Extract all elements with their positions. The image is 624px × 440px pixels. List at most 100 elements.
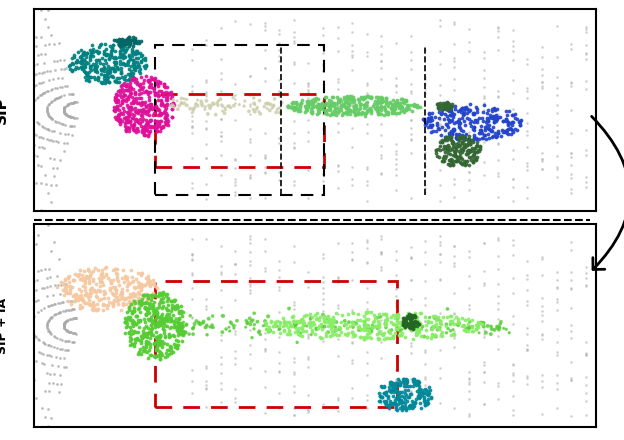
Point [52,345,62,352]
Point [125,291,135,298]
Point [153,336,163,343]
Point [305,310,315,317]
Point [442,143,452,150]
Point [459,326,469,334]
Point [173,316,183,323]
Point [117,53,127,60]
Point [160,107,170,114]
Point [85,301,95,308]
Point [42,104,52,111]
Point [289,60,299,67]
Point [552,152,562,159]
Point [279,322,289,329]
Point [449,263,459,270]
Point [333,326,343,333]
Point [108,65,118,72]
Point [127,316,137,323]
Point [552,372,562,379]
Point [552,22,562,29]
Point [230,385,240,392]
Point [403,314,413,321]
Point [453,134,463,141]
Point [467,136,477,143]
Point [218,108,228,115]
Point [171,341,181,348]
Point [150,307,160,314]
Point [438,146,448,153]
Point [434,105,444,112]
Point [260,367,270,374]
Point [127,341,137,348]
Point [381,324,391,331]
Point [42,323,52,330]
Point [23,86,33,93]
Point [59,105,69,112]
Point [134,49,144,56]
Point [433,100,443,107]
Point [334,331,344,338]
Point [144,129,154,136]
Point [508,369,518,376]
Point [397,406,407,413]
Point [404,322,414,329]
Point [156,98,166,105]
Point [138,328,148,335]
Point [0,268,4,275]
Point [383,392,392,399]
Point [36,51,46,58]
Point [0,80,1,87]
Point [38,350,48,357]
Point [289,143,299,150]
Point [99,50,109,57]
Point [163,301,173,308]
Point [316,321,326,328]
Point [456,135,466,142]
Point [134,270,144,277]
Point [376,248,386,255]
Point [22,260,32,267]
Point [161,93,171,100]
Point [447,131,457,138]
Point [154,121,164,128]
Point [128,291,138,298]
Point [168,297,178,304]
Point [0,329,4,336]
Point [150,77,160,84]
Point [512,115,522,122]
Point [424,383,434,390]
Point [131,335,141,342]
Point [42,293,52,300]
Point [56,279,66,286]
Point [0,363,2,370]
Point [342,92,352,99]
Point [141,117,151,124]
Point [42,324,52,331]
Point [99,71,109,78]
Point [379,103,389,110]
Point [119,266,129,273]
Point [364,326,374,333]
Point [126,99,136,106]
Point [399,404,409,411]
Point [289,388,299,395]
Point [444,131,454,138]
Point [168,96,178,103]
Point [44,379,54,386]
Point [96,78,106,85]
Point [187,56,197,63]
Point [406,312,416,319]
Point [362,80,372,87]
Point [69,298,79,305]
Point [85,273,95,280]
Point [152,118,162,125]
Point [388,104,397,111]
Point [464,136,474,143]
Point [84,275,94,282]
Point [79,57,89,64]
Point [130,65,140,72]
Point [510,125,520,132]
Point [374,323,384,330]
Point [45,329,55,336]
Point [406,48,416,55]
Point [53,138,63,145]
